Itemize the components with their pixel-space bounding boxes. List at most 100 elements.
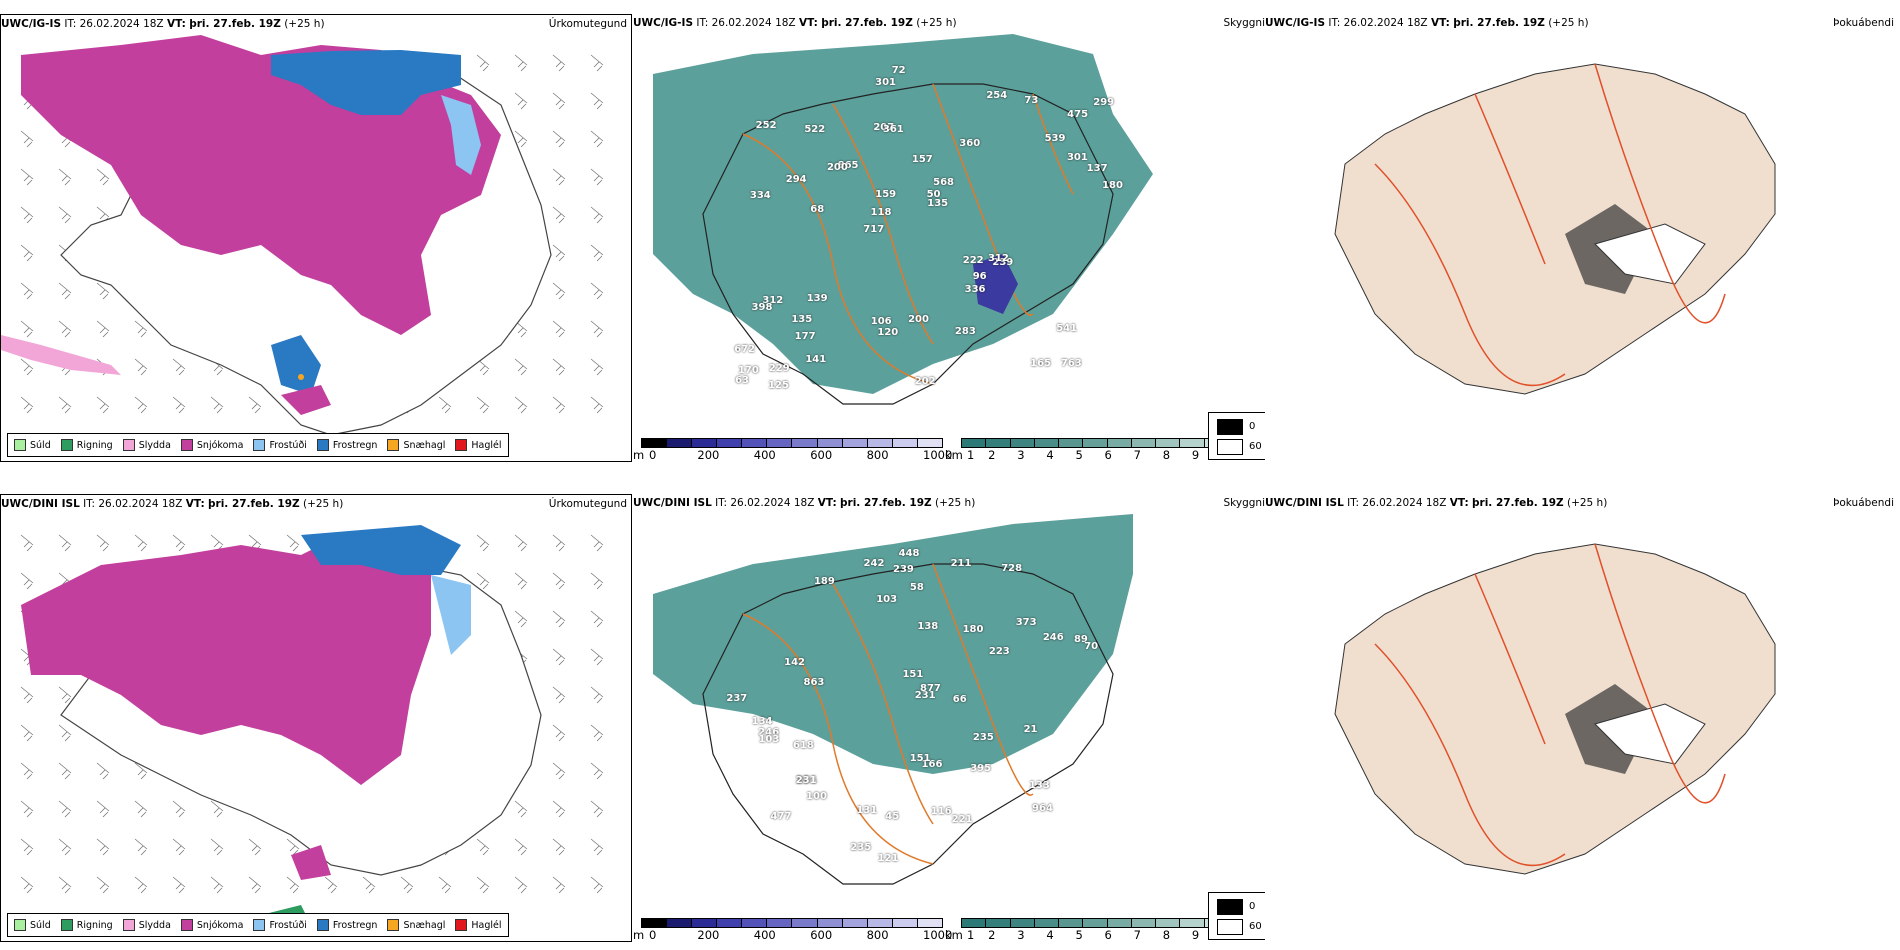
colorbar-segment [867,439,893,447]
colorbar-segment [692,439,718,447]
legend-label: Frostregn [332,439,378,451]
legend-swatch [387,439,400,451]
cloud-base-label: 964 [1032,802,1053,814]
legend-label: Snæhagl [403,919,446,931]
wind-barb [172,534,186,552]
wind-barb [172,876,186,894]
wind-barb [590,358,604,376]
wind-barb [210,396,224,414]
panel-variable-label: Úrkomutegund [548,498,627,510]
colorbar-tick: 0 [649,928,657,942]
cloud-base-label: 207 [873,122,895,134]
wind-barb [552,610,566,628]
colorbar-segment [1131,439,1156,447]
cloud-base-label: 103 [876,593,898,605]
snow-pellet-spot [298,374,304,380]
wind-barb [58,838,72,856]
cloud-base-label: 242 [863,557,885,569]
cloud-base-label: 222 [962,255,984,266]
cloud-base-label: 299 [1093,97,1115,109]
wind-barb [552,762,566,780]
wind-barb [590,130,604,148]
colorbar-segment [717,919,743,927]
wind-barb [20,206,34,224]
cloud-base-label: 618 [792,739,814,751]
cloud-base-label: 312 [762,295,784,307]
road-network [1374,63,1726,387]
colorbar-tick: 6 [1104,448,1112,462]
cloud-base-label: 121 [877,852,899,864]
wind-barb [58,282,72,300]
wind-barb [590,92,604,110]
cloud-base-label: 283 [954,326,976,338]
cloud-base-label: 360 [959,137,981,149]
cloud-base-label: 118 [870,206,892,218]
wind-barb [590,168,604,186]
panel-title: UWC/DINI ISL IT: 26.02.2024 18Z VT: þri.… [1265,497,1608,509]
wind-barb [134,876,148,894]
legend-swatch [253,919,266,931]
iceland-coastline [702,83,1114,405]
wind-barb [172,838,186,856]
cloud-base-label: 96 [972,271,987,283]
wind-barb [590,800,604,818]
wind-barb [552,206,566,224]
wind-barb [210,838,224,856]
wind-barb [552,92,566,110]
precip-type-panel-bottom: UWC/DINI ISL IT: 26.02.2024 18Z VT: þri.… [0,494,632,942]
colorbar-tick: 7 [1133,448,1141,462]
legend-item: Snjókoma [180,919,244,931]
colorbar-segment [842,439,868,447]
colorbar-segment [667,919,693,927]
panel-title: UWC/DINI ISL IT: 26.02.2024 18Z VT: þri.… [1,498,344,510]
cloud-base-label: 294 [785,173,807,185]
wind-barb [286,876,300,894]
wind-barb [590,572,604,590]
cloud-base-label: 395 [970,763,992,775]
cloud-visibility-panel-top: 763 334 475 717 360 229 207 157 312 865 672 177 361 5… [633,14,1265,462]
wind-barb [210,800,224,818]
legend-item: Haglél [455,919,502,931]
colorbar-tick: 800 [866,448,889,462]
cloud-base-label: 135 [927,198,949,210]
wind-barb [96,800,110,818]
colorbar-segment [892,919,918,927]
colorbar-segment [1180,439,1205,447]
wind-barb [590,320,604,338]
colorbar-segment [1059,439,1084,447]
fog-map-bottom [1334,543,1776,875]
wind-barb [58,206,72,224]
colorbar-tick: 0 [649,448,657,462]
wind-barb [590,282,604,300]
panel-title: UWC/DINI ISL IT: 26.02.2024 18Z VT: þri.… [633,497,976,509]
colorbar-tick: 1000 [923,928,953,942]
panel-variable-label: Þokuábendi [1833,497,1894,509]
colorbar-tick: 1 [967,928,975,942]
legend-swatch [60,919,73,931]
legend-swatch [455,919,468,931]
legend-item: Rigning [60,919,113,931]
cloud-base-label: 58 [909,582,924,594]
colorbar-segment [792,919,818,927]
wind-barb [58,396,72,414]
precip-type-legend: Súld Rigning Slydda Snjókoma Frostúði Frostre… [7,433,509,457]
sleet-west [1,335,121,375]
wind-barb [552,572,566,590]
cloud-base-label: 166 [921,759,943,771]
cloud-base-label: 180 [1102,179,1123,191]
colorbar-tick: 400 [753,928,776,942]
cloud-base-label: 541 [1056,323,1078,335]
cloud-base-label: 63 [735,374,749,386]
colorbar-segment [817,919,843,927]
wind-barb [324,876,338,894]
panel-title: UWC/IG-IS IT: 26.02.2024 18Z VT: þri. 27… [633,17,957,29]
cloud-base-label: 137 [1086,163,1108,175]
legend-label: Snjókoma [196,919,244,931]
cloud-base-label: 157 [911,153,933,165]
wind-barb [20,724,34,742]
wind-barb [552,282,566,300]
wind-barb [514,610,528,628]
legend-label: Rigning [76,439,113,451]
iceland-land [1334,63,1776,395]
cloud-base-label: 50 [926,189,941,201]
